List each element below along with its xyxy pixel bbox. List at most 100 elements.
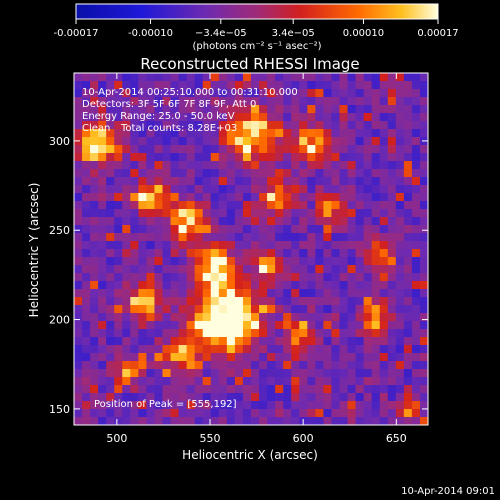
heatmap-cell (202, 265, 212, 274)
heatmap-cell (323, 225, 333, 234)
heatmap-cell (387, 361, 397, 370)
heatmap-cell (387, 385, 397, 394)
heatmap-cell (387, 313, 397, 322)
heatmap-cell (331, 345, 341, 354)
heatmap-cell (323, 281, 333, 290)
x-tick-label: 600 (293, 432, 314, 445)
heatmap-cell (114, 217, 123, 226)
peak-position-label: Position of Peak = [555,192] (94, 399, 237, 410)
heatmap-cell (202, 417, 212, 425)
heatmap-cell (146, 193, 156, 202)
heatmap-cell (323, 73, 333, 82)
heatmap-cell (186, 321, 196, 330)
heatmap-cell (387, 353, 397, 362)
heatmap-cell (106, 265, 115, 274)
heatmap-cell (395, 385, 405, 394)
heatmap-cell (162, 249, 172, 258)
heatmap-cell (242, 105, 252, 114)
heatmap-cell (242, 377, 252, 386)
heatmap-cell (138, 97, 148, 106)
heatmap-cell (267, 313, 276, 322)
heatmap-cell (283, 417, 292, 425)
heatmap-cell (218, 105, 228, 114)
heatmap-cell (74, 185, 83, 194)
heatmap-cell (379, 273, 389, 282)
heatmap-cell (122, 153, 131, 162)
heatmap-cell (170, 193, 180, 202)
heatmap-cell (186, 185, 196, 194)
heatmap-cell (194, 89, 204, 98)
heatmap-cell (379, 353, 389, 362)
heatmap-cell (234, 241, 244, 250)
heatmap-cell (90, 201, 99, 210)
heatmap-cell (355, 329, 365, 338)
heatmap-cell (242, 393, 252, 402)
heatmap-cell (307, 393, 316, 402)
heatmap-cell (307, 73, 316, 82)
heatmap-cell (114, 281, 123, 290)
heatmap-cell (138, 193, 148, 202)
heatmap-cell (299, 233, 308, 242)
heatmap-cell (90, 321, 99, 330)
heatmap-cell (162, 129, 172, 138)
heatmap-cell (307, 233, 316, 242)
heatmap-cell (138, 265, 148, 274)
heatmap-cell (291, 169, 300, 178)
heatmap-cell (114, 289, 123, 298)
heatmap-cell (202, 169, 212, 178)
heatmap-cell (307, 241, 316, 250)
heatmap-cell (339, 361, 349, 370)
heatmap-cell (411, 241, 421, 250)
heatmap-cell (234, 401, 244, 410)
heatmap-cell (138, 329, 148, 338)
heatmap-cell (234, 249, 244, 258)
heatmap-cell (234, 345, 244, 354)
heatmap-cell (363, 377, 373, 386)
heatmap-cell (242, 145, 252, 154)
heatmap-cell (178, 185, 188, 194)
heatmap-cell (186, 233, 196, 242)
heatmap-cell (210, 265, 220, 274)
heatmap-cell (411, 129, 421, 138)
heatmap-cell (331, 169, 341, 178)
heatmap-cell (403, 217, 413, 226)
heatmap-cell (291, 217, 300, 226)
heatmap-cell (210, 217, 220, 226)
heatmap-cell (82, 289, 91, 298)
heatmap-cell (122, 377, 131, 386)
heatmap-cell (371, 145, 381, 154)
heatmap-cell (234, 289, 244, 298)
heatmap-cell (347, 329, 357, 338)
heatmap-cell (283, 145, 292, 154)
heatmap-cell (363, 121, 373, 130)
heatmap-cell (146, 289, 156, 298)
heatmap-cell (283, 385, 292, 394)
heatmap-cell (275, 113, 284, 122)
heatmap-cell (395, 185, 405, 194)
heatmap-cell (170, 145, 180, 154)
heatmap-cell (138, 345, 148, 354)
heatmap-cell (130, 393, 139, 402)
heatmap-cell (419, 289, 428, 298)
heatmap-cell (242, 321, 252, 330)
heatmap-cell (275, 297, 284, 306)
heatmap-cell (106, 73, 115, 82)
heatmap-cell (170, 81, 180, 90)
heatmap-cell (146, 169, 156, 178)
heatmap-cell (299, 329, 308, 338)
heatmap-cell (90, 73, 99, 82)
heatmap-cell (371, 225, 381, 234)
heatmap-cell (339, 409, 349, 418)
heatmap-cell (202, 369, 212, 378)
heatmap-cell (371, 393, 381, 402)
heatmap-cell (251, 153, 260, 162)
heatmap-cell (178, 73, 188, 82)
heatmap-cell (355, 353, 365, 362)
heatmap-cell (363, 241, 373, 250)
heatmap-cell (106, 201, 115, 210)
heatmap-cell (178, 337, 188, 346)
heatmap-cell (138, 273, 148, 282)
heatmap-cell (339, 385, 349, 394)
heatmap-cell (251, 305, 260, 314)
heatmap-cell (98, 129, 107, 138)
